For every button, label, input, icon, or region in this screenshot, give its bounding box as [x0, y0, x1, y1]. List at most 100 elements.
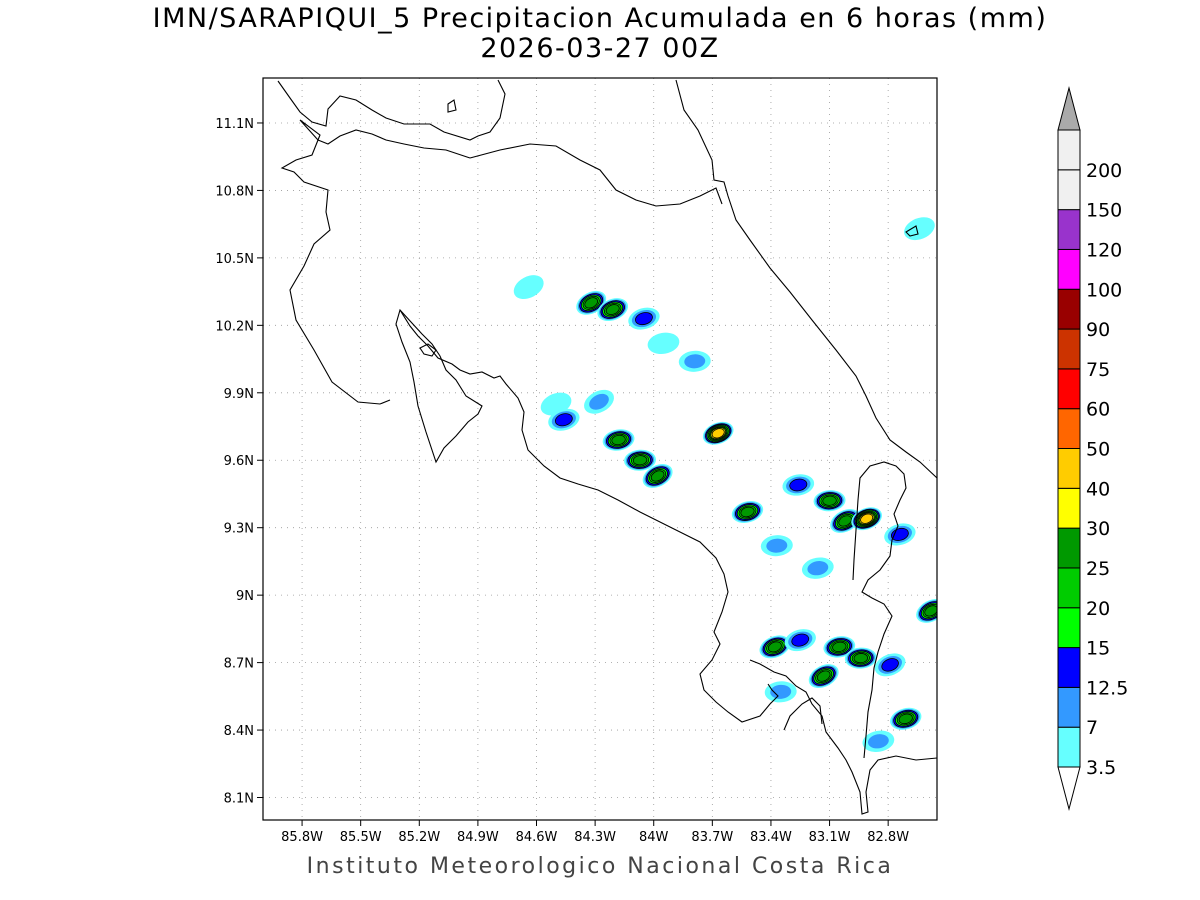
x-tick-label: 83.4W: [750, 830, 792, 845]
map-date-subtitle: 2026-03-27 00Z: [480, 33, 720, 64]
map-background: [263, 78, 937, 820]
colorbar-swatch-15: [1057, 607, 1081, 649]
precipitation-field: [513, 217, 937, 753]
rain-cell: [702, 421, 734, 445]
rain-contour-7: [766, 538, 788, 553]
rain-cell: [874, 653, 906, 677]
rain-cell: [823, 636, 856, 658]
colorbar-label: 15: [1086, 638, 1110, 660]
colorbar-below-triangle: [1057, 766, 1081, 811]
rain-contour-12.5: [789, 478, 808, 492]
rain-contour-12.5: [635, 312, 653, 326]
colorbar-label: 40: [1086, 478, 1110, 500]
colorbar-swatch-90: [1057, 288, 1081, 330]
colorbar-swatch-60: [1057, 368, 1081, 410]
x-tick-label: 84.3W: [574, 830, 616, 845]
colorbar-label: 90: [1086, 319, 1110, 341]
colorbar-label: 3.5: [1086, 757, 1116, 779]
y-tick-label: 9.9N: [224, 387, 254, 402]
rain-contour-12.5: [881, 658, 899, 672]
institution-credit: Instituto Meteorologico Nacional Costa R…: [306, 854, 894, 879]
colorbar-label: 120: [1086, 239, 1122, 261]
x-tick-label: 83.1W: [809, 830, 851, 845]
rain-contour-3.5: [513, 275, 544, 300]
x-tick-label: 84.9W: [457, 830, 499, 845]
northern-border: [280, 139, 391, 405]
colorbar-swatch-12.5: [1057, 647, 1081, 688]
colorbar-label: 100: [1086, 279, 1122, 301]
colorbar-swatch-40: [1057, 448, 1081, 489]
colorbar-label: 60: [1086, 399, 1110, 421]
rain-contour-7: [807, 561, 829, 576]
rain-contour-25: [832, 641, 847, 653]
rain-cell: [759, 635, 791, 659]
nicoya-gulf-coast: [395, 308, 483, 464]
y-tick-label: 11.1N: [215, 117, 254, 132]
rain-contour-25: [924, 605, 937, 617]
x-tick-label: 85.5W: [340, 830, 382, 845]
colorbar-label: 30: [1086, 518, 1110, 540]
colorbar-swatch-3.5: [1057, 726, 1081, 768]
colorbar-above-triangle: [1057, 86, 1081, 131]
rain-cell: [784, 629, 816, 652]
rain-contour-12.5: [554, 413, 573, 427]
rain-cell: [731, 500, 764, 523]
nicaragua-upper-border: [317, 129, 471, 159]
colorbar-label: 200: [1086, 160, 1122, 182]
golfo-dulce-shore: [783, 697, 823, 731]
y-tick-label: 9.6N: [224, 454, 254, 469]
panama-border: [852, 461, 907, 759]
rain-contour-25: [605, 304, 620, 316]
rain-contour-25: [584, 297, 599, 309]
rain-contour-25: [898, 713, 913, 725]
colorbar-label: 50: [1086, 439, 1110, 461]
rain-cell: [830, 509, 861, 533]
colorbar-swatch-30: [1057, 487, 1081, 529]
x-tick-label: 82.8W: [867, 830, 909, 845]
rain-cell: [678, 350, 711, 372]
rain-contour-25: [822, 495, 837, 506]
x-tick-label: 84.6W: [516, 830, 558, 845]
rain-cell: [513, 275, 544, 300]
rain-cell: [808, 664, 839, 689]
rain-cell: [760, 535, 793, 557]
rain-cell: [764, 681, 797, 703]
colorbar-swatch-7: [1057, 686, 1081, 728]
colorbar-label: 12.5: [1086, 677, 1128, 699]
y-tick-label: 10.8N: [215, 184, 254, 199]
rain-contour-40: [860, 513, 874, 524]
y-tick-label: 10.5N: [215, 252, 254, 267]
colorbar-label: 7: [1086, 717, 1098, 739]
rain-cell: [782, 474, 815, 496]
colorbar-swatch-100: [1057, 248, 1081, 290]
colorbar-label: 20: [1086, 598, 1110, 620]
coastline-borders: [277, 79, 937, 815]
rain-contour-25: [650, 470, 665, 482]
map-axes: 85.8W 85.5W 85.2W 84.9W 84.6W 84.3W 84W 83.7W 83…: [215, 117, 909, 845]
rain-cell: [628, 307, 660, 330]
rain-contour-3.5: [904, 217, 935, 241]
rain-contour-25: [632, 455, 648, 466]
rain-contour-12.5: [791, 633, 810, 647]
rain-cell: [584, 389, 614, 414]
san-juan-border: [299, 119, 321, 142]
y-tick-label: 9N: [236, 589, 254, 604]
rain-contour-25: [740, 506, 755, 518]
nicoya-island: [419, 343, 437, 357]
caribbean-coast: [675, 79, 937, 479]
rain-contour-25: [767, 641, 782, 653]
x-tick-label: 85.8W: [281, 830, 323, 845]
rain-contour-40: [711, 428, 725, 439]
colorbar-swatch-25: [1057, 527, 1081, 569]
rain-cell: [844, 647, 877, 669]
colorbar-swatch-20: [1057, 567, 1081, 609]
nicaragua-lake-shore: [277, 79, 506, 141]
y-tick-label: 8.1N: [224, 792, 254, 807]
nicoya-peninsula-coast: [399, 309, 779, 723]
y-tick-label: 8.7N: [224, 657, 254, 672]
rain-contour-7: [684, 354, 706, 369]
rain-cell: [548, 408, 580, 431]
map-frame: [262, 77, 938, 821]
precipitation-colorbar: 3.5 7 12.5 15 20 25 30 40 50 60 75 90 100 120 150 200: [1057, 86, 1128, 811]
